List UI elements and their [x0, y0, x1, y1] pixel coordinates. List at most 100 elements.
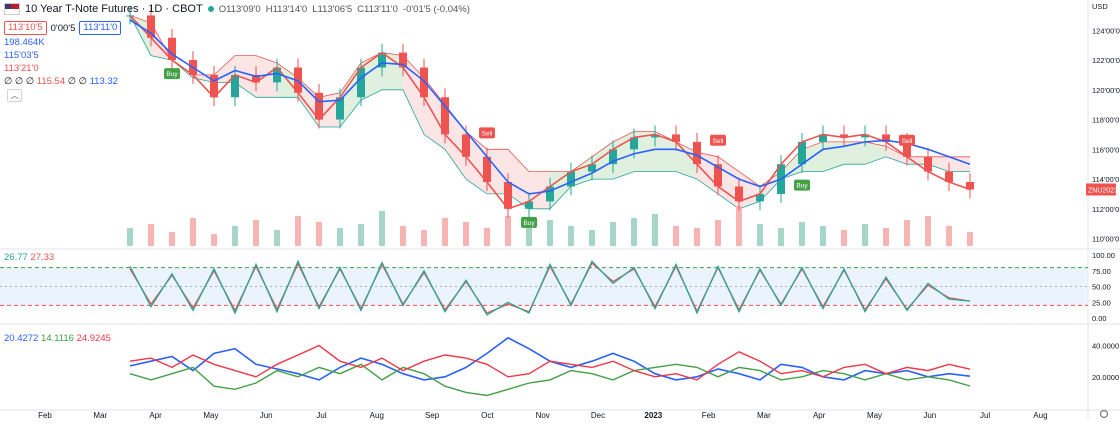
volume-bar: [400, 226, 406, 246]
x-tick-label: Sep: [425, 411, 440, 420]
volume-bar: [757, 224, 763, 246]
indicator-line2-value: 113'21'0: [4, 63, 39, 74]
x-tick-label: Mar: [93, 411, 107, 420]
signal-badge: [521, 216, 537, 228]
volume-bar: [946, 226, 952, 246]
volume-bar: [610, 222, 616, 246]
x-tick-label: Feb: [38, 411, 52, 420]
volume-bar: [211, 234, 217, 246]
bull-cloud-segment: [340, 63, 361, 127]
market-status-icon: [207, 6, 214, 12]
volume-bar: [862, 224, 868, 246]
candle-body: [441, 97, 449, 135]
price-tick-label: 124'00'0: [1092, 26, 1120, 35]
volume-bar: [736, 206, 742, 246]
stoch-tick-label: 100.00: [1092, 251, 1115, 260]
x-tick-label: May: [203, 411, 218, 420]
stoch-tick-label: 75.00: [1092, 267, 1111, 276]
candle-body: [357, 67, 365, 98]
signal-sell-marker: Sell: [479, 127, 495, 139]
candle-body: [168, 37, 176, 61]
slow-ma-line: [129, 19, 971, 195]
x-tick-label: Jul: [316, 411, 326, 420]
candle-body: [483, 156, 491, 183]
candle-body: [840, 134, 848, 138]
volume-bar: [358, 224, 364, 246]
ohlc-open: O113'09'0: [218, 3, 261, 15]
stoch-legend: 26.77 27.33: [4, 252, 54, 263]
candle-body: [231, 74, 239, 98]
ohlc-high: H113'14'0: [265, 3, 308, 15]
price-tick-label: 120'00'0: [1092, 86, 1120, 95]
x-tick-label: Jun: [260, 411, 273, 420]
volume-bar: [568, 226, 574, 246]
x-tick-label: Jun: [923, 411, 936, 420]
signal-buy-marker: Buy: [794, 179, 810, 191]
stoch-k-value: 26.77: [4, 252, 28, 263]
candle-body: [336, 97, 344, 120]
signal-sell-marker: Sell: [710, 134, 726, 146]
gear-icon[interactable]: [1099, 409, 1109, 419]
candle-body: [651, 134, 659, 138]
signal-label: Sell: [713, 138, 724, 145]
candle-body: [210, 74, 218, 98]
candle-body: [756, 193, 764, 202]
dmi-tick-label: 40.0000: [1092, 342, 1119, 351]
volume-bar: [820, 226, 826, 246]
signal-badge: [479, 127, 495, 139]
candle-body: [399, 52, 407, 68]
x-tick-label: Mar: [757, 411, 771, 420]
collapse-legend-chevron-icon[interactable]: ︿: [7, 89, 22, 102]
row4-a: 115.54: [36, 76, 66, 87]
volume-bar: [337, 228, 343, 246]
dmi-legend: 20.4272 14.1116 24.9245: [4, 333, 111, 344]
volume-bar: [694, 228, 700, 246]
signal-label: Buy: [523, 220, 535, 227]
price-tick-label: 112'00'0: [1092, 205, 1119, 214]
candle-body: [798, 141, 806, 165]
x-tick-label: Aug: [370, 411, 384, 420]
candle-body: [630, 137, 638, 150]
candle-body: [273, 67, 281, 83]
price-tick-label: 110'00'0: [1092, 235, 1119, 244]
volume-bar: [379, 211, 385, 246]
candle-body: [588, 164, 596, 172]
signal-label: Buy: [166, 71, 178, 78]
candle-body: [252, 74, 260, 83]
price-tick-label: 122'00'0: [1092, 56, 1120, 65]
price-tick-label: 114'00'0: [1092, 175, 1119, 184]
volume-bar: [589, 230, 595, 246]
dmi-tick-label: 20.0000: [1092, 373, 1119, 382]
candle-body: [609, 149, 617, 165]
signal-label: Buy: [796, 183, 808, 190]
volume-bar: [127, 228, 133, 246]
symbol-tag-bg: [1086, 183, 1116, 196]
x-tick-label: Apr: [149, 411, 162, 420]
x-tick-label: Jul: [980, 411, 990, 420]
x-tick-label: Dec: [591, 411, 605, 420]
signal-badge: [899, 134, 915, 146]
candle-body: [945, 171, 953, 183]
x-tick-label: May: [867, 411, 882, 420]
buy-price-button[interactable]: 113'11'0: [79, 21, 122, 35]
signal-badge: [794, 179, 810, 191]
bull-cloud-segment: [550, 171, 571, 209]
bull-cloud-segment: [655, 131, 676, 172]
volume-bar: [316, 222, 322, 246]
us-flag-icon: [4, 3, 20, 15]
ohlc-low: L113'06'5: [312, 3, 353, 15]
volume-bar: [421, 230, 427, 246]
currency-label: USD: [1092, 2, 1108, 11]
bull-cloud-segment: [613, 131, 634, 180]
bull-cloud-segment: [382, 52, 403, 90]
volume-bar: [778, 228, 784, 246]
sell-price-button[interactable]: 113'10'5: [4, 21, 47, 35]
symbol-title[interactable]: 10 Year T-Note Futures · 1D · CBOT: [25, 3, 203, 15]
signal-label: Sell: [482, 130, 493, 137]
price-tick-label: 116'00'0: [1092, 145, 1119, 154]
indicator-line1-value: 115'03'5: [4, 50, 39, 61]
candle-body: [924, 156, 932, 172]
candle-body: [693, 141, 701, 165]
